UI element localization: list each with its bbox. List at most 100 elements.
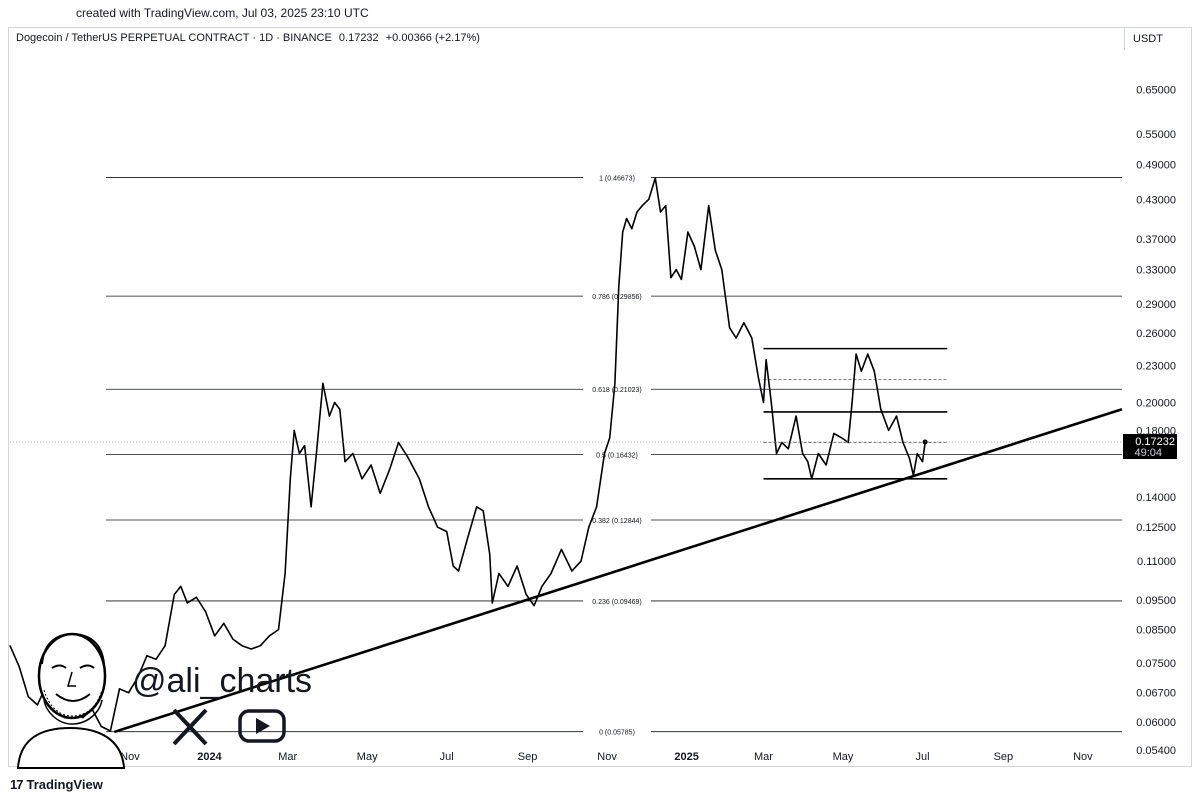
currency-label[interactable]: USDT (1124, 28, 1184, 50)
price-point-32 (289, 478, 291, 480)
x-tick-label-6: Sep (518, 751, 538, 763)
y-tick-label-7: 0.26000 (1136, 328, 1176, 340)
y-tick-label-1: 0.55000 (1136, 129, 1176, 141)
price-point-73 (603, 452, 606, 455)
price-point-39 (328, 415, 330, 417)
credit-text: created with TradingView.com, Jul 03, 20… (76, 6, 369, 20)
price-point-123 (902, 441, 904, 444)
price-point-122 (895, 415, 898, 417)
price-point-21 (195, 596, 198, 598)
symbol-change: +0.00366 (+2.17%) (385, 32, 480, 44)
price-point-20 (186, 602, 188, 604)
x-tick-label-10: May (833, 751, 854, 763)
x-tick-label-4: May (357, 751, 378, 763)
y-tick-label-19: 0.05400 (1136, 745, 1176, 757)
price-point-31 (284, 572, 286, 575)
fib-label-3: 0.5 (0.16432) (596, 453, 638, 460)
price-point-120 (880, 408, 882, 410)
tradingview-brand[interactable]: 17 TradingView (10, 777, 103, 792)
x-tick-label-3: Mar (278, 751, 297, 763)
price-point-79 (631, 228, 633, 230)
price-point-52 (436, 526, 439, 528)
price-point-45 (370, 464, 372, 466)
price-point-101 (765, 359, 767, 361)
price-point-115 (851, 401, 853, 404)
price-point-14 (137, 676, 139, 678)
price-point-35 (304, 445, 306, 447)
price-point-89 (687, 231, 689, 233)
price-point-103 (775, 452, 778, 455)
price-point-10 (100, 725, 102, 728)
price-point-80 (636, 211, 638, 213)
price-point-12 (118, 688, 121, 690)
price-point-110 (817, 452, 819, 455)
price-point-64 (525, 593, 527, 596)
fib-label-6: 0 (0.05785) (599, 730, 635, 737)
price-point-99 (757, 376, 759, 378)
price-axis: 0.65000 0.55000 0.49000 0.43000 0.37000 0.330… (1123, 85, 1177, 757)
price-point-102 (770, 401, 772, 404)
fib-label-bg-6 (583, 726, 651, 737)
fib-label-bg-1 (583, 291, 651, 302)
symbol-name[interactable]: Dogecoin / TetherUS PERPETUAL CONTRACT ·… (16, 32, 332, 44)
watermark-handle: @ali_charts (132, 662, 312, 700)
price-point-49 (407, 456, 409, 458)
price-layer (9, 177, 1122, 732)
price-point-25 (232, 638, 234, 640)
price-point-36 (310, 506, 312, 508)
y-tick-label-8: 0.23000 (1136, 360, 1176, 372)
price-tag-countdown: 49:04 (1134, 447, 1162, 459)
time-axis: SepNov2024MarMayJulSepNov2025MarMayJulSe… (41, 751, 1094, 763)
x-tick-label-5: Jul (440, 751, 454, 763)
price-tag (1123, 434, 1177, 460)
fib-label-bg-2 (583, 384, 651, 395)
price-point-58 (482, 510, 484, 512)
price-point-116 (855, 353, 857, 355)
price-point-112 (833, 432, 835, 435)
price-point-106 (795, 415, 797, 417)
trendline-layer (113, 407, 1123, 734)
fib-label-5: 0.236 (0.09469) (592, 599, 641, 606)
price-point-91 (700, 268, 702, 271)
price-point-15 (146, 655, 148, 657)
price-point-3 (36, 704, 38, 706)
price-point-87 (675, 268, 677, 271)
price-point-30 (277, 628, 280, 631)
y-tick-label-16: 0.07500 (1136, 658, 1176, 670)
price-point-121 (888, 429, 890, 432)
price-point-28 (259, 645, 261, 647)
price-point-1 (18, 665, 20, 667)
price-point-93 (714, 249, 716, 251)
price-point-124 (908, 457, 911, 460)
y-tick-label-5: 0.33000 (1136, 265, 1176, 277)
y-tick-label-11: 0.14000 (1136, 492, 1176, 504)
price-point-96 (735, 337, 737, 339)
price-tag-value: 0.17232 (1135, 436, 1175, 448)
price-point-127 (921, 461, 924, 463)
fib-label-bg-3 (583, 449, 651, 460)
y-tick-label-12: 0.12500 (1136, 522, 1176, 534)
price-point-70 (580, 560, 582, 562)
price-point-38 (322, 382, 324, 384)
fib-label-bg-0 (583, 172, 651, 183)
price-point-55 (457, 570, 460, 572)
y-tick-label-0: 0.65000 (1136, 85, 1176, 97)
price-point-105 (787, 448, 789, 450)
price-point-111 (825, 464, 827, 466)
x-tick-label-1: Nov (120, 751, 140, 763)
price-point-77 (622, 231, 624, 233)
symbol-price: 0.17232 (338, 32, 379, 44)
x-tick-label-11: Jul (916, 751, 930, 763)
price-point-47 (388, 469, 390, 471)
price-point-54 (452, 565, 454, 567)
x-tick-label-12: Sep (994, 751, 1014, 763)
price-point-24 (223, 622, 225, 625)
price-point-27 (250, 648, 252, 650)
x-tick-label-2: 2024 (197, 751, 222, 763)
price-point-41 (339, 408, 341, 410)
fib-label-bg-5 (583, 595, 651, 606)
y-tick-label-2: 0.49000 (1136, 160, 1176, 172)
price-point-97 (743, 322, 745, 324)
price-point-33 (293, 429, 295, 432)
